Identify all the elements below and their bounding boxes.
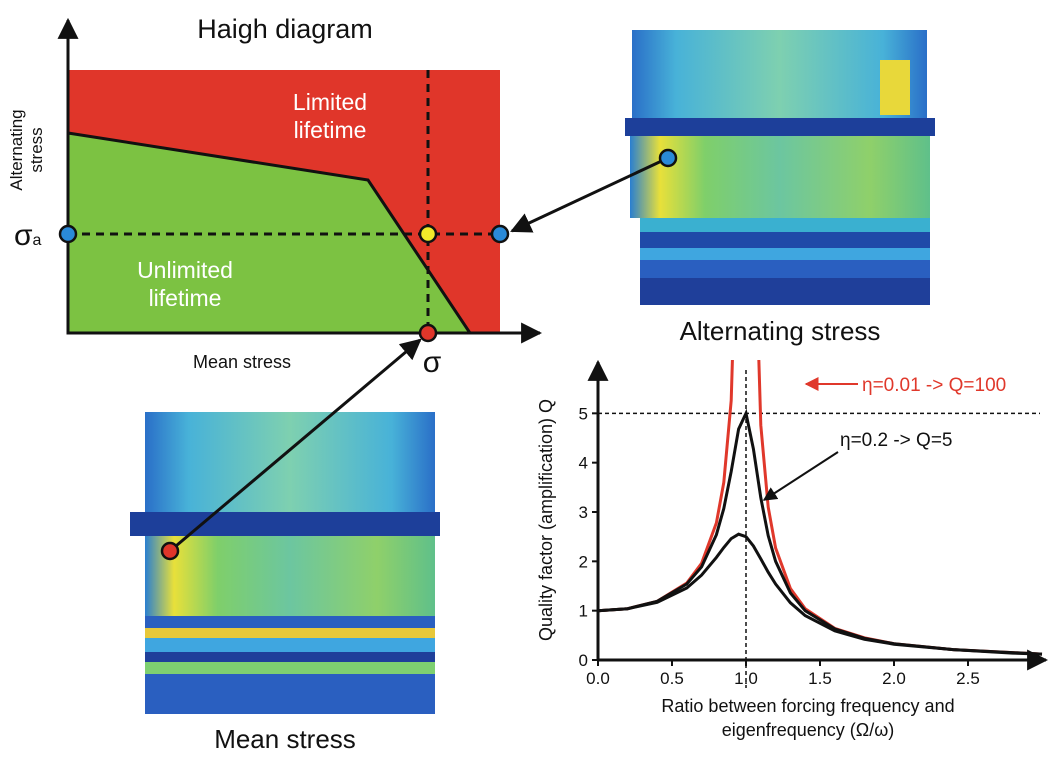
- fem-band: [145, 536, 435, 616]
- fem-band: [145, 616, 435, 628]
- y-tick-label: 2: [579, 552, 588, 571]
- x-tick-label: 2.0: [882, 669, 906, 688]
- legend-label: η=0.2 -> Q=5: [840, 430, 953, 451]
- title: Haigh diagram: [197, 14, 373, 44]
- fem-band: [640, 248, 930, 260]
- point: [420, 226, 436, 242]
- fem-band: [640, 232, 930, 248]
- fem-image: Mean stress: [130, 412, 440, 754]
- fem-band: [640, 260, 930, 278]
- y-tick-label: 5: [579, 404, 588, 423]
- point: [420, 325, 436, 341]
- x-tick-label: 2.5: [956, 669, 980, 688]
- annotation-arrow: [764, 452, 838, 500]
- fem-band: [145, 674, 435, 714]
- fem-band: [625, 118, 935, 136]
- fem-image: Alternating stress: [625, 30, 935, 346]
- fem-band: [145, 638, 435, 652]
- y-tick-label: 4: [579, 454, 588, 473]
- x-tick-label: 0.5: [660, 669, 684, 688]
- fem-band: [145, 662, 435, 674]
- sigma-a: σa: [14, 219, 42, 252]
- y-axis-label: Quality factor (amplification) Q: [536, 399, 556, 641]
- point: [492, 226, 508, 242]
- fem-band: [145, 412, 435, 512]
- fem-band: [640, 218, 930, 232]
- point: [162, 543, 178, 559]
- fem-band: [130, 512, 440, 536]
- y-axis-label: Alternatingstress: [7, 109, 46, 190]
- y-tick-label: 1: [579, 602, 588, 621]
- point: [660, 150, 676, 166]
- caption: Alternating stress: [680, 316, 881, 346]
- curve: [598, 534, 1042, 654]
- x-tick-label: 1.5: [808, 669, 832, 688]
- haigh-diagram: Haigh diagram Alternatingstress Mean str…: [7, 14, 540, 379]
- fem-band: [630, 136, 930, 218]
- fem-band: [145, 652, 435, 662]
- figure: Haigh diagram Alternatingstress Mean str…: [0, 0, 1060, 757]
- fem-band: [640, 278, 930, 305]
- y-tick-label: 3: [579, 503, 588, 522]
- y-tick-label: 0: [579, 651, 588, 670]
- x-axis-label: Mean stress: [193, 352, 291, 372]
- caption: Mean stress: [214, 724, 356, 754]
- point: [60, 226, 76, 242]
- legend-label: η=0.01 -> Q=100: [862, 375, 1006, 396]
- x-tick-label: 0.0: [586, 669, 610, 688]
- fem-band: [145, 628, 435, 638]
- sigma: σ: [423, 346, 442, 379]
- fem-band: [880, 60, 910, 115]
